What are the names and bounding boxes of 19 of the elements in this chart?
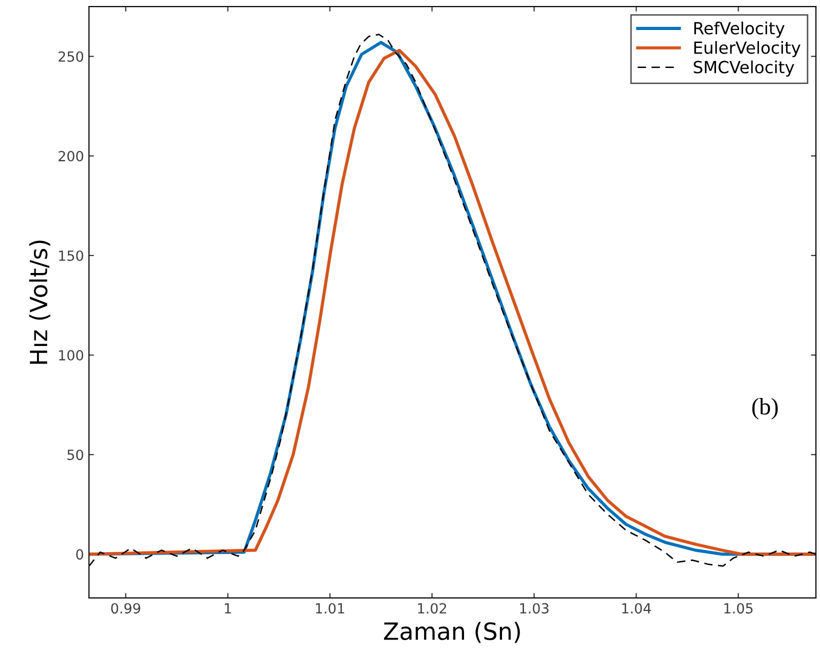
x-tick-label: 1.04 — [622, 603, 651, 614]
annotation: (b) — [752, 398, 778, 420]
legend-label: RefVelocity — [694, 22, 785, 38]
y-tick-label: 100 — [59, 350, 84, 361]
legend-label: SMCVelocity — [694, 60, 794, 77]
y-tick-label: 150 — [59, 250, 84, 261]
x-tick-label: 1.02 — [418, 603, 446, 614]
x-tick-label: 1.05 — [724, 603, 753, 614]
x-tick-label: 1.03 — [520, 603, 548, 614]
legend-label: EulerVelocity — [694, 41, 800, 58]
y-tick-label: 50 — [68, 450, 84, 460]
x-axis-title: Zaman (Sn) — [384, 622, 520, 643]
y-tick-label: 200 — [58, 150, 84, 162]
x-tick-label: 1 — [224, 603, 231, 614]
x-tick-label: 0.99 — [111, 603, 140, 614]
y-tick-label: 0 — [76, 549, 84, 560]
y-tick-label: 250 — [58, 51, 84, 62]
y-axis-title: Hız (Volt/s) — [29, 240, 50, 364]
x-tick-label: 1.01 — [316, 603, 344, 614]
